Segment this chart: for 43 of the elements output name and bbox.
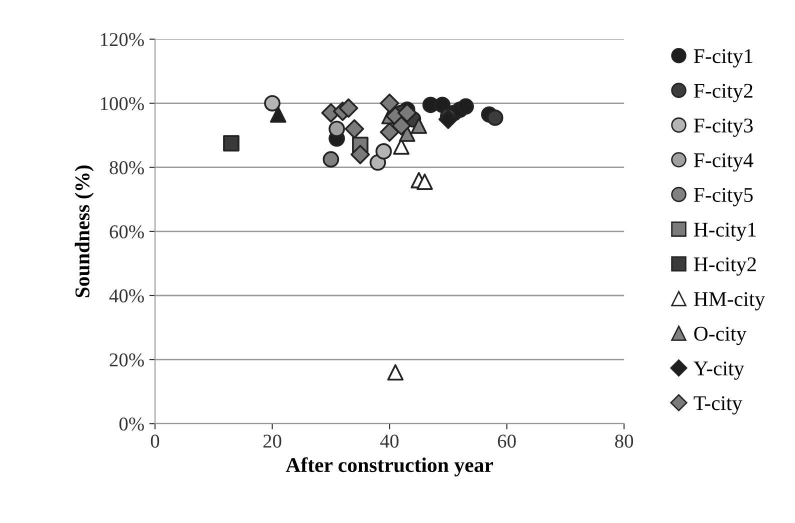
legend-label: F-city5 <box>694 188 753 206</box>
x-tick-label: 20 <box>263 434 282 448</box>
point <box>486 110 504 126</box>
legend-label: F-city4 <box>694 153 754 172</box>
y-axis-title: Soundness (%) <box>74 165 94 298</box>
point <box>223 135 240 152</box>
point <box>338 98 358 118</box>
y-tick-label: 120% <box>100 33 144 46</box>
legend-label: H-city1 <box>694 222 756 241</box>
x-tick-label: 40 <box>380 434 399 448</box>
point <box>410 118 428 134</box>
point <box>350 144 370 164</box>
y-tick-label: 20% <box>110 353 144 367</box>
point <box>438 110 458 129</box>
point <box>416 174 433 190</box>
point <box>328 120 345 138</box>
point <box>380 94 400 113</box>
y-tick-label: 80% <box>110 161 144 174</box>
point <box>458 98 474 115</box>
legend-label: F-city3 <box>694 118 753 137</box>
legend-label: Y-city <box>694 361 744 380</box>
x-tick-label: 0 <box>150 434 160 448</box>
y-tick-label: 60% <box>110 225 144 238</box>
point <box>376 143 392 160</box>
x-tick-label: 60 <box>498 434 516 448</box>
legend-label: H-city2 <box>694 257 756 276</box>
legend-label: T-city <box>694 396 742 414</box>
x-tick-label: 80 <box>615 434 634 448</box>
x-axis-title: After construction year <box>286 457 494 476</box>
legend-label: F-city1 <box>694 49 752 68</box>
point <box>380 122 400 142</box>
point <box>264 95 280 112</box>
point <box>392 116 411 136</box>
y-tick-label: 0% <box>119 417 144 431</box>
point <box>322 151 340 168</box>
y-tick-label: 100% <box>100 97 144 110</box>
point <box>387 364 404 381</box>
legend-label: F-city2 <box>694 84 752 102</box>
legend-label: HM-city <box>694 292 766 310</box>
legend-label: O-city <box>694 326 746 346</box>
point <box>344 119 364 139</box>
y-tick-label: 40% <box>109 289 144 302</box>
point <box>270 106 286 123</box>
